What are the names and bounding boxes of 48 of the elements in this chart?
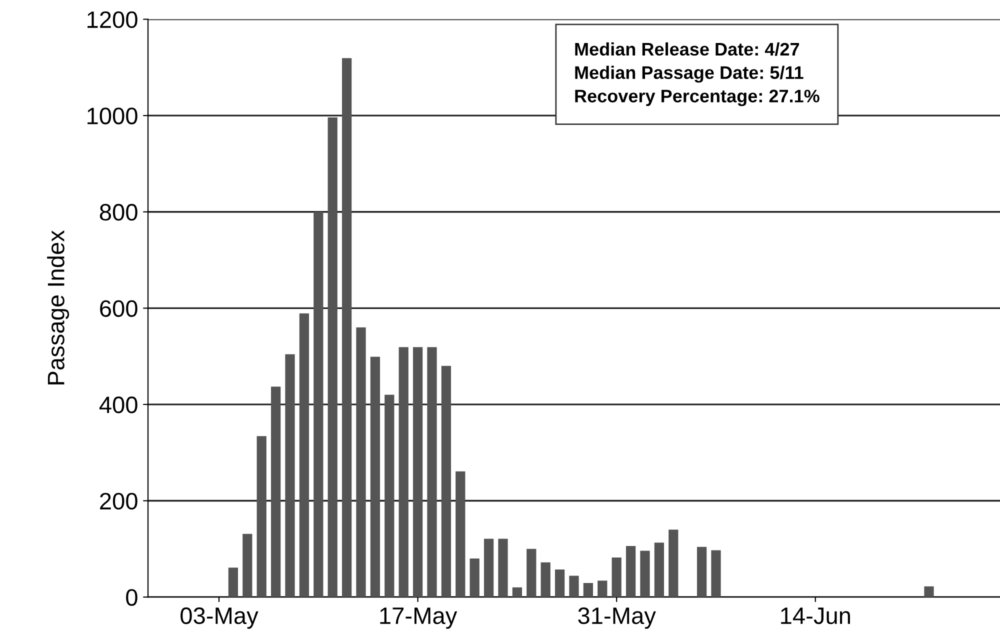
y-tick-label: 1000 — [88, 108, 138, 124]
x-tick-label: 31-May — [578, 607, 656, 629]
y-tick-label: 1200 — [88, 11, 138, 28]
bar — [512, 587, 522, 598]
bar — [711, 550, 721, 598]
bar — [554, 570, 565, 598]
bar — [470, 558, 480, 598]
x-tick-label: 17-May — [380, 608, 458, 629]
bar — [456, 471, 466, 598]
bar — [384, 394, 394, 598]
bar — [484, 538, 494, 598]
bar — [370, 356, 380, 598]
bar — [398, 347, 408, 598]
bar — [356, 327, 366, 598]
bar — [256, 436, 266, 598]
bar — [314, 212, 324, 598]
bar — [640, 550, 650, 598]
bar — [285, 354, 295, 598]
bar — [598, 580, 608, 598]
bar — [342, 58, 352, 598]
bar — [583, 583, 594, 598]
bar — [612, 558, 622, 598]
bar — [412, 347, 423, 598]
bar — [626, 546, 636, 598]
x-tick-label: 14-Jun — [781, 608, 850, 624]
annotation: Median Release Date: 4/27 Median Passage Date: 5/11 Recovery Percentage: 27.1% — [575, 42, 820, 106]
y-tick-label: 0 — [126, 589, 138, 606]
bar — [569, 576, 579, 598]
x-tick-label: 03-May — [180, 607, 258, 629]
bar — [427, 347, 437, 598]
bar — [270, 386, 281, 598]
bar — [654, 542, 664, 598]
bar — [299, 313, 310, 598]
bar — [540, 562, 550, 598]
y-tick-label: 800 — [100, 204, 138, 221]
y-tick-label: 200 — [100, 492, 138, 510]
bar — [668, 530, 678, 598]
y-tick-label: 600 — [100, 300, 138, 317]
y-tick-label: 400 — [99, 396, 138, 414]
bar — [441, 366, 452, 598]
bar — [526, 548, 536, 598]
bar — [228, 568, 238, 598]
bar — [242, 534, 252, 598]
bar — [328, 117, 338, 598]
y-axis-title: Passage Index — [47, 230, 70, 384]
bar — [498, 538, 508, 598]
bar — [924, 586, 934, 598]
bar — [696, 546, 707, 598]
